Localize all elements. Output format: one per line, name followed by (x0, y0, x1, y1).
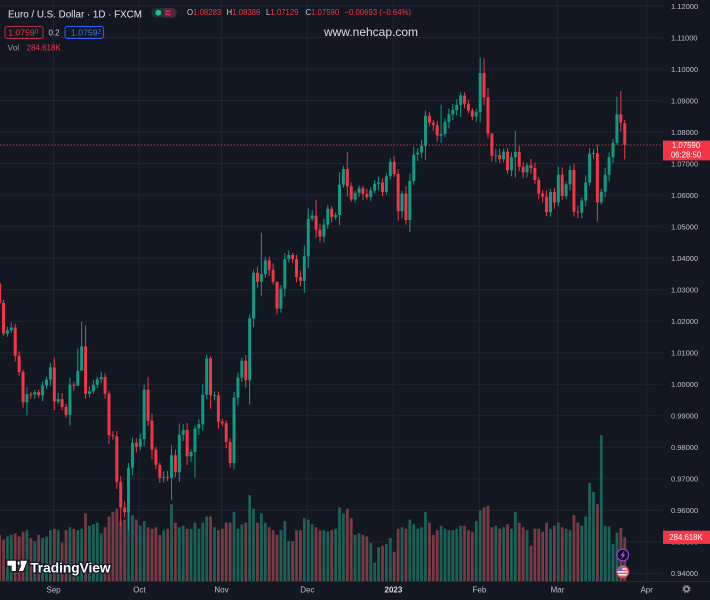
svg-text:H1.08386: H1.08386 (227, 8, 261, 17)
svg-text:1.09000: 1.09000 (671, 96, 698, 105)
svg-text:1.04000: 1.04000 (671, 254, 698, 263)
svg-text:0.98000: 0.98000 (671, 443, 698, 452)
svg-text:TradingView: TradingView (30, 561, 111, 576)
svg-text:1.07000: 1.07000 (671, 159, 698, 168)
svg-text:Oct: Oct (133, 586, 146, 595)
svg-text:0.99000: 0.99000 (671, 412, 698, 421)
svg-text:www.nehcap.com: www.nehcap.com (323, 25, 418, 39)
svg-text:1.12000: 1.12000 (671, 2, 698, 11)
svg-text:06:28:50: 06:28:50 (671, 151, 702, 160)
svg-text:Dec: Dec (300, 586, 314, 595)
svg-text:Feb: Feb (473, 586, 487, 595)
svg-text:1.10000: 1.10000 (671, 65, 698, 74)
svg-text:Sep: Sep (46, 586, 61, 595)
svg-text:L1.07129: L1.07129 (266, 8, 299, 17)
svg-text:1.03000: 1.03000 (671, 286, 698, 295)
svg-text:1.06000: 1.06000 (671, 191, 698, 200)
svg-text:1.08000: 1.08000 (671, 128, 698, 137)
svg-text:O1.08283: O1.08283 (187, 8, 221, 17)
svg-text:Mar: Mar (551, 586, 565, 595)
svg-text:Vol: Vol (8, 42, 20, 52)
svg-text:Nov: Nov (214, 586, 228, 595)
svg-text:1.11000: 1.11000 (671, 33, 698, 42)
svg-text:C1.07590: C1.07590 (305, 8, 339, 17)
svg-text:1.02000: 1.02000 (671, 317, 698, 326)
svg-text:1.07590: 1.07590 (672, 141, 701, 150)
svg-text:0.2: 0.2 (49, 29, 61, 38)
svg-text:0.94000: 0.94000 (671, 569, 698, 578)
svg-text:0.97000: 0.97000 (671, 475, 698, 484)
svg-text:1.05000: 1.05000 (671, 222, 698, 231)
svg-text:0.96000: 0.96000 (671, 506, 698, 515)
svg-text:284.618K: 284.618K (669, 533, 703, 542)
svg-text:2023: 2023 (385, 586, 403, 595)
svg-text:284.618K: 284.618K (27, 43, 62, 52)
svg-text:Euro / U.S. Dollar · 1D · FXCM: Euro / U.S. Dollar · 1D · FXCM (8, 9, 142, 20)
svg-text:−0.00693 (−0.64%): −0.00693 (−0.64%) (344, 8, 411, 17)
svg-text:Apr: Apr (640, 586, 653, 595)
svg-text:1.07590: 1.07590 (8, 28, 39, 38)
svg-text:1.01000: 1.01000 (671, 349, 698, 358)
svg-text:1.00000: 1.00000 (671, 380, 698, 389)
svg-text:1.07592: 1.07592 (71, 28, 102, 38)
